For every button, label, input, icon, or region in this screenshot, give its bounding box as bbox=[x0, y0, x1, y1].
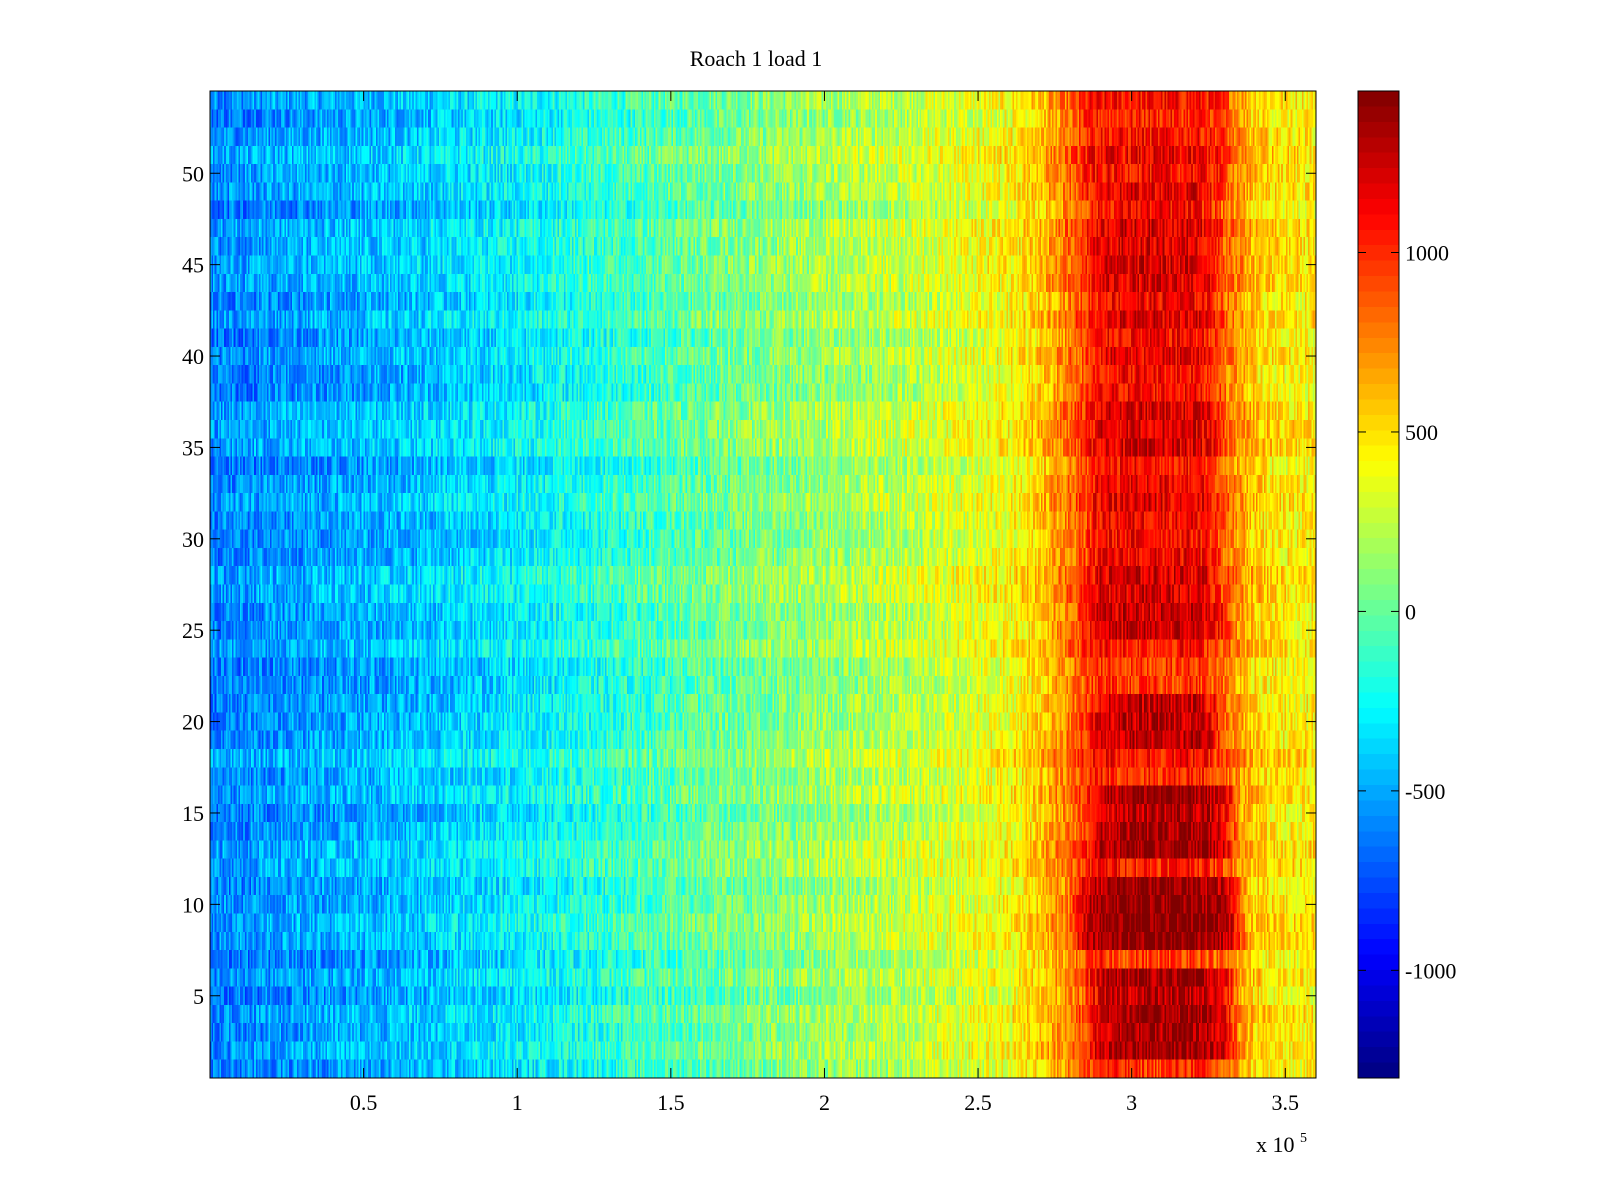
x-axis-multiplier-base: x 10 bbox=[1256, 1132, 1295, 1157]
x-tick-label: 2 bbox=[819, 1090, 830, 1115]
y-tick-label: 15 bbox=[182, 801, 204, 826]
colorbar-ticks: -1000 -500 0 500 1000 bbox=[1358, 241, 1456, 983]
colorbar-tick-label: 500 bbox=[1405, 420, 1438, 445]
heatmap-image bbox=[210, 91, 1316, 1078]
y-tick-label: 40 bbox=[182, 344, 204, 369]
colorbar-gradient bbox=[1358, 91, 1399, 1078]
x-tick-label: 1 bbox=[512, 1090, 523, 1115]
x-axis-multiplier-exponent: 5 bbox=[1300, 1131, 1307, 1146]
colorbar-frame bbox=[1357, 90, 1400, 1079]
y-axis: 5 10 15 20 25 30 35 40 45 50 bbox=[182, 161, 1316, 1009]
chart-title: Roach 1 load 1 bbox=[690, 46, 823, 71]
x-tick-label: 0.5 bbox=[350, 1090, 378, 1115]
x-tick-label: 3 bbox=[1126, 1090, 1137, 1115]
colorbar-tick-label: -1000 bbox=[1405, 958, 1456, 983]
y-tick-label: 5 bbox=[193, 984, 204, 1009]
y-tick-label: 50 bbox=[182, 161, 204, 186]
y-tick-label: 25 bbox=[182, 618, 204, 643]
heatmap-plot: 0.5 1 1.5 2 2.5 3 3.5 5 10 15 20 25 30 35 40 45 50 x 10… bbox=[182, 90, 1317, 1157]
x-axis-multiplier: x 10 5 bbox=[1256, 1131, 1307, 1157]
x-tick-label: 1.5 bbox=[657, 1090, 685, 1115]
y-tick-label: 45 bbox=[182, 253, 204, 278]
y-tick-label: 20 bbox=[182, 710, 204, 735]
x-axis: 0.5 1 1.5 2 2.5 3 3.5 bbox=[350, 91, 1299, 1115]
colorbar-tick-label: 0 bbox=[1405, 599, 1416, 624]
y-tick-label: 10 bbox=[182, 892, 204, 917]
x-tick-label: 2.5 bbox=[964, 1090, 992, 1115]
colorbar-tick-label: -500 bbox=[1405, 779, 1445, 804]
y-tick-label: 35 bbox=[182, 435, 204, 460]
y-tick-label: 30 bbox=[182, 527, 204, 552]
x-tick-label: 3.5 bbox=[1272, 1090, 1300, 1115]
colorbar: -1000 -500 0 500 1000 bbox=[1357, 90, 1456, 1079]
colorbar-tick-label: 1000 bbox=[1405, 241, 1449, 266]
plot-frame bbox=[209, 90, 1317, 1079]
